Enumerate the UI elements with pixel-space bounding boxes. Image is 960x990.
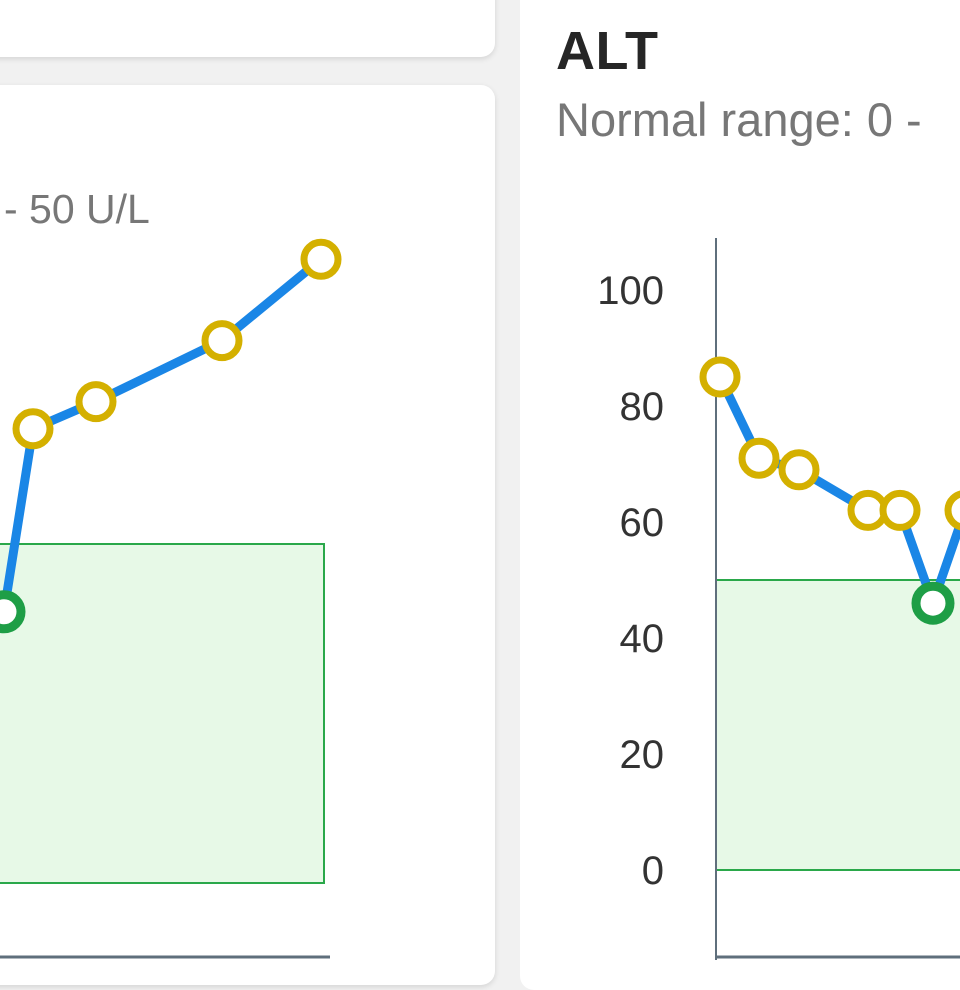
right-y-tick-label: 60 xyxy=(620,501,665,545)
right-normal-range-band xyxy=(715,579,960,871)
left-chart xyxy=(0,238,342,959)
left-normal-range-label: - 50 U/L xyxy=(4,186,150,232)
alt-title: ALT xyxy=(556,21,659,81)
right-y-tick-label: 40 xyxy=(620,617,665,661)
right-series-line xyxy=(715,372,960,608)
left-data-point xyxy=(12,408,54,450)
right-y-tick-label: 20 xyxy=(620,733,665,777)
lab-charts: 0 20 40 60 80 100 xyxy=(0,238,960,960)
left-normal-range-band xyxy=(0,543,325,884)
left-data-point xyxy=(75,381,117,423)
right-data-point xyxy=(699,356,741,398)
right-y-tick-label: 100 xyxy=(597,269,664,313)
left-data-point xyxy=(201,320,243,362)
right-y-tick-label: 80 xyxy=(620,385,665,429)
right-data-point xyxy=(944,490,960,531)
right-data-point xyxy=(778,449,820,491)
right-y-tick-label: 0 xyxy=(642,849,664,893)
top-card xyxy=(0,0,495,57)
right-data-point xyxy=(738,437,780,479)
right-data-point xyxy=(911,581,955,625)
left-data-point xyxy=(0,590,26,634)
alt-chart: 0 20 40 60 80 100 xyxy=(597,238,960,960)
right-data-point xyxy=(879,489,921,531)
alt-normal-range-label: Normal range: 0 - xyxy=(556,93,922,146)
left-data-point xyxy=(300,238,342,280)
